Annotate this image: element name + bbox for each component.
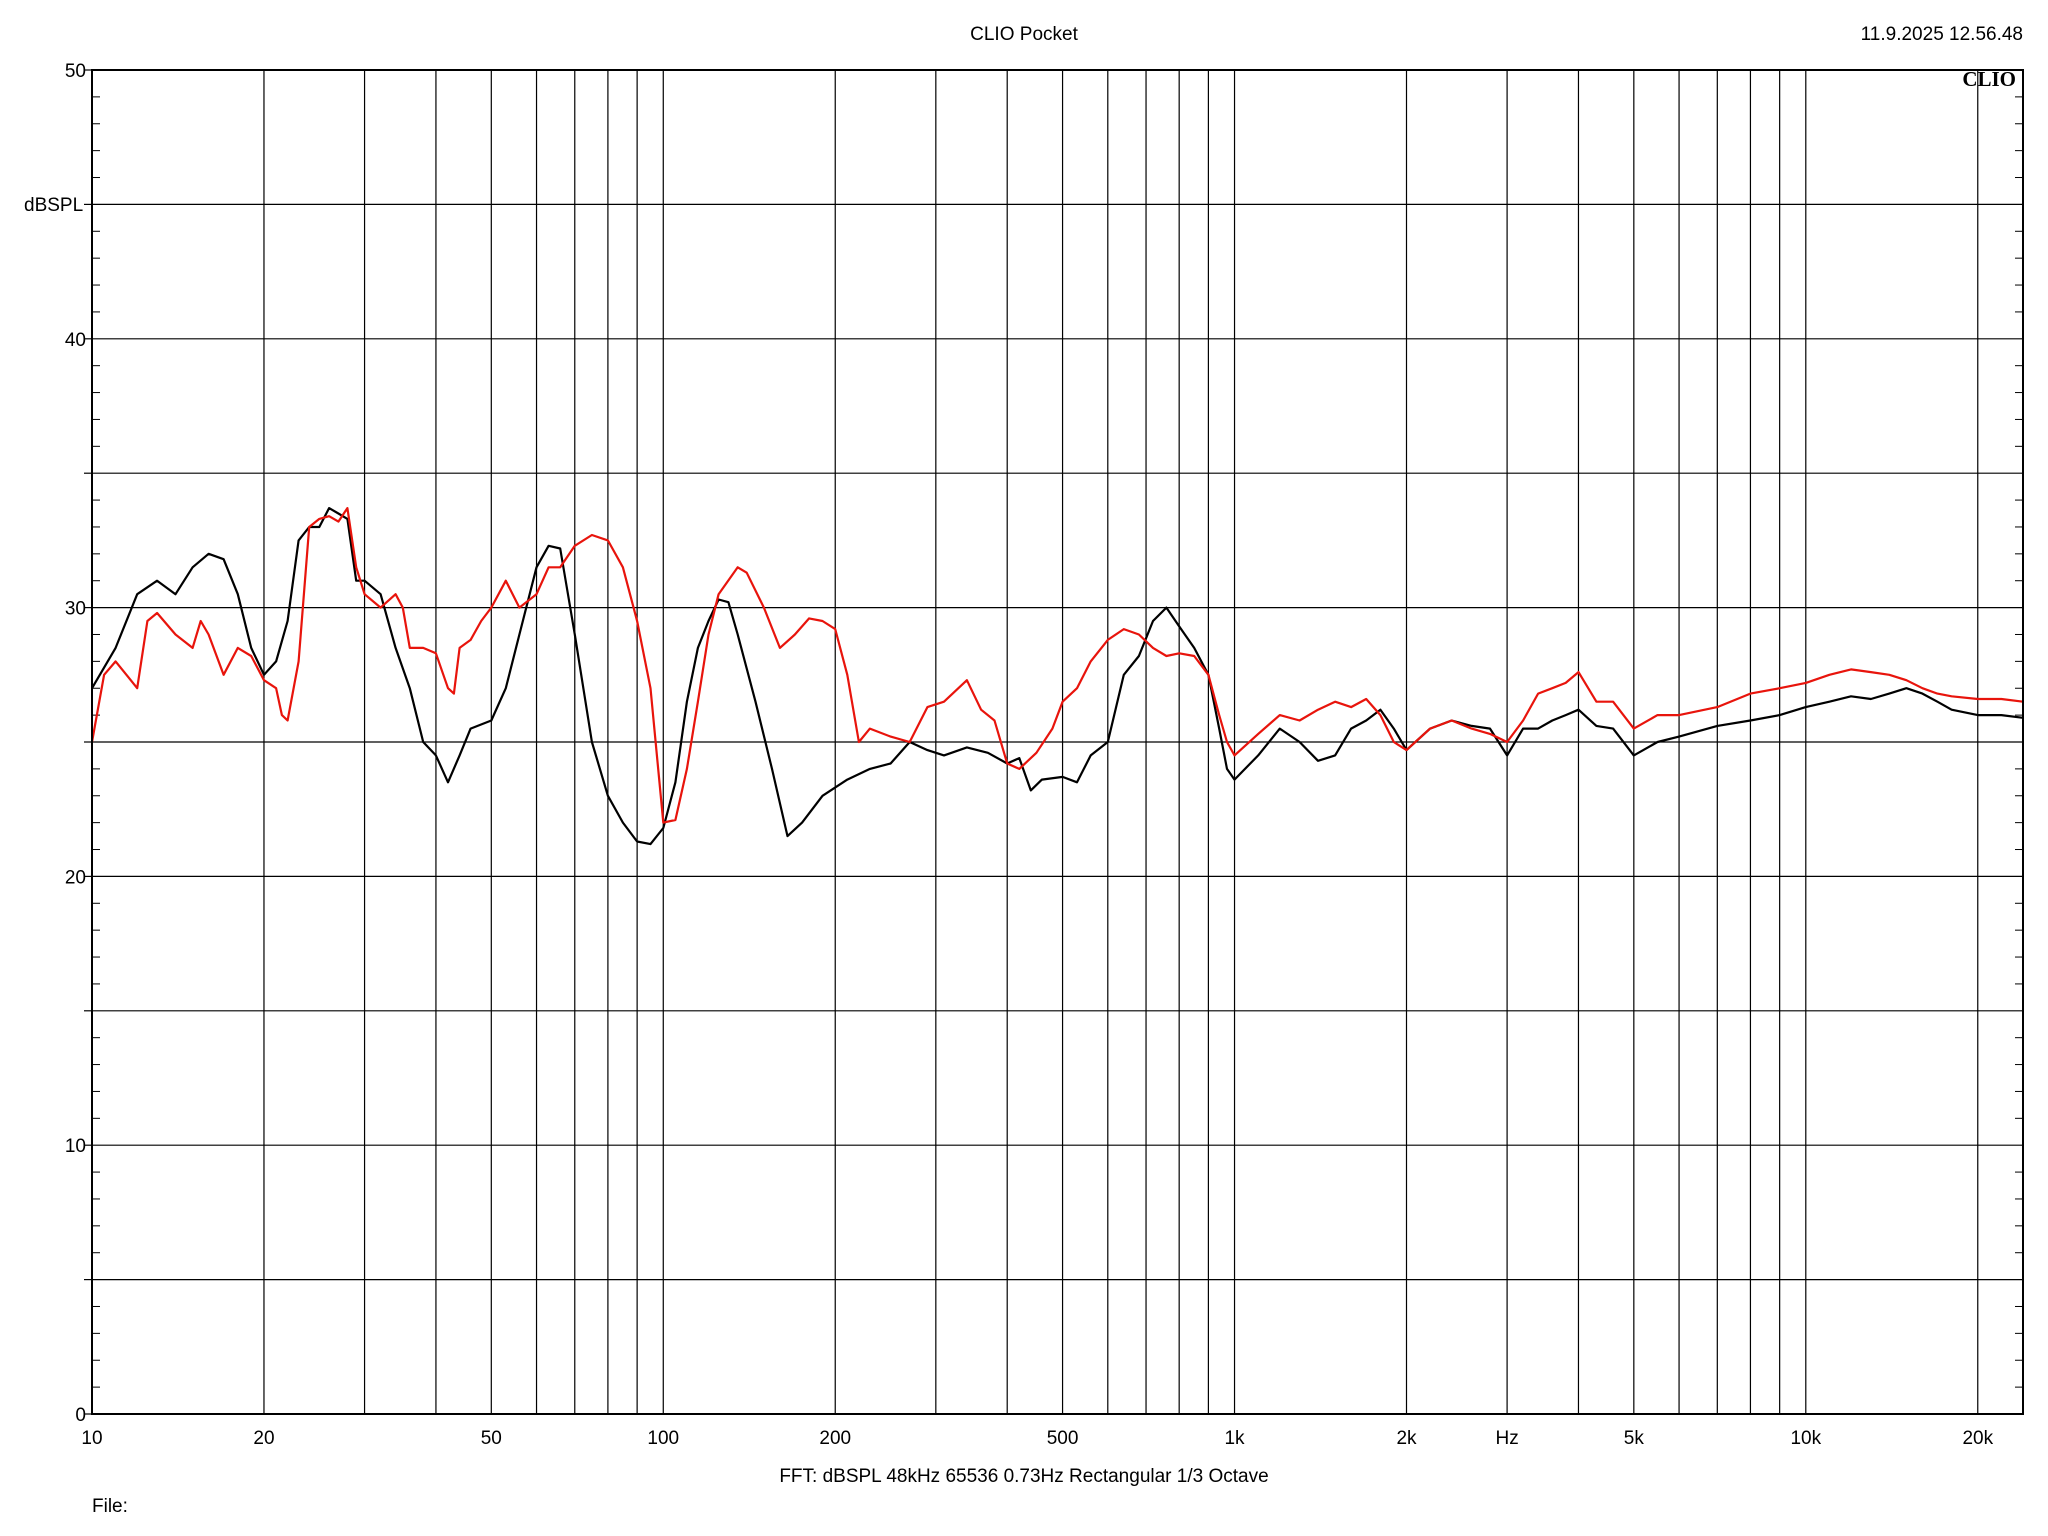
timestamp: 11.9.2025 12.56.48 (1860, 24, 2023, 45)
clio-logo: CLIO (1962, 67, 2016, 91)
y-tick-label: 20 (65, 867, 86, 888)
y-tick-label: 10 (65, 1136, 86, 1157)
x-tick-label: 10 (81, 1428, 102, 1449)
y-tick-label: 40 (65, 330, 86, 351)
x-axis-label: Hz (1495, 1428, 1518, 1449)
series-line-red (90, 507, 2024, 824)
x-tick-label: 200 (819, 1428, 851, 1449)
series-line-black (91, 507, 2024, 846)
x-tick-label: 50 (481, 1428, 502, 1449)
x-tick-label: 20 (253, 1428, 274, 1449)
x-tick-label: 500 (1047, 1428, 1079, 1449)
plot-frame (91, 69, 2024, 1415)
y-tick-label: 50 (65, 61, 86, 82)
x-tick-label: 2k (1396, 1428, 1417, 1449)
y-axis-label: dBSPL (24, 195, 83, 216)
y-tick-label: 0 (75, 1405, 86, 1426)
y-tick-label: 30 (65, 599, 86, 620)
chart-title: CLIO Pocket (970, 24, 1078, 45)
series-layer (90, 507, 2024, 846)
x-tick-label: 20k (1962, 1428, 1993, 1449)
file-label: File: (92, 1496, 128, 1517)
x-tick-label: 1k (1224, 1428, 1245, 1449)
measurement-info: FFT: dBSPL 48kHz 65536 0.73Hz Rectangula… (779, 1466, 1269, 1487)
x-tick-label: 100 (647, 1428, 679, 1449)
x-tick-label: 5k (1624, 1428, 1645, 1449)
grid (92, 70, 2023, 1414)
x-tick-label: 10k (1790, 1428, 1821, 1449)
tick-marks (84, 69, 2023, 1415)
